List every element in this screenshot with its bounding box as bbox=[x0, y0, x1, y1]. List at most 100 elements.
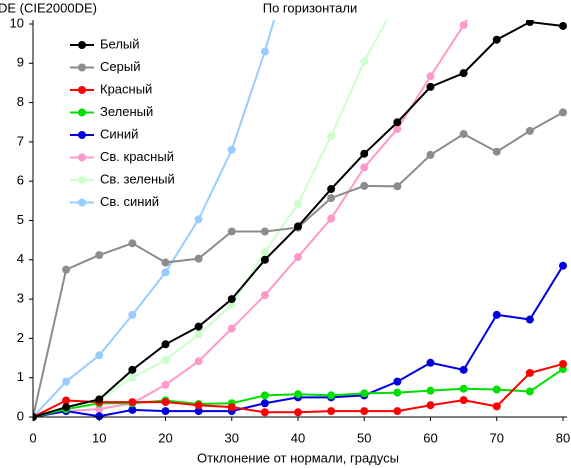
y-tick-label: 3 bbox=[17, 291, 24, 306]
data-point bbox=[426, 386, 435, 395]
data-point bbox=[194, 215, 203, 224]
data-point bbox=[525, 368, 534, 377]
series-line bbox=[33, 20, 388, 418]
data-point bbox=[62, 403, 71, 412]
data-point bbox=[426, 150, 435, 159]
data-point bbox=[128, 398, 137, 407]
data-point bbox=[294, 390, 302, 399]
data-point bbox=[393, 377, 402, 386]
data-point bbox=[459, 384, 468, 393]
data-point bbox=[194, 407, 203, 416]
data-point bbox=[559, 21, 567, 30]
legend-marker bbox=[78, 41, 86, 49]
y-tick-label: 9 bbox=[17, 55, 24, 70]
legend-label: Зеленый bbox=[100, 104, 153, 119]
data-point bbox=[426, 358, 435, 367]
legend-label: Красный bbox=[100, 81, 152, 96]
y-tick-label: 7 bbox=[17, 133, 24, 148]
data-point bbox=[492, 310, 501, 319]
data-point bbox=[227, 324, 236, 333]
data-point bbox=[492, 35, 501, 44]
data-point bbox=[426, 401, 435, 410]
data-point bbox=[128, 405, 137, 414]
data-point bbox=[393, 0, 401, 4]
data-point bbox=[227, 403, 236, 412]
data-point bbox=[360, 181, 369, 190]
data-point bbox=[161, 258, 170, 267]
data-point bbox=[492, 147, 501, 156]
x-tick-label: 70 bbox=[490, 430, 504, 445]
data-point bbox=[95, 351, 104, 360]
legend-marker bbox=[78, 176, 86, 184]
y-tick-label: 5 bbox=[17, 212, 24, 227]
y-tick-label: 10 bbox=[10, 15, 24, 30]
x-axis-label: Отклонение от нормали, градусы bbox=[197, 450, 399, 465]
data-point bbox=[161, 380, 170, 389]
data-point bbox=[260, 391, 269, 400]
data-point bbox=[227, 227, 236, 236]
data-point bbox=[161, 398, 170, 407]
data-point bbox=[128, 239, 137, 248]
x-tick-label: 20 bbox=[158, 430, 172, 445]
chart-title: По горизонтали bbox=[263, 0, 357, 15]
data-point bbox=[393, 118, 402, 127]
data-point bbox=[393, 407, 402, 416]
legend-marker bbox=[78, 198, 86, 207]
data-point bbox=[260, 408, 269, 417]
legend-marker bbox=[78, 153, 86, 162]
x-tick-label: 50 bbox=[357, 430, 371, 445]
data-point bbox=[393, 124, 402, 133]
data-point bbox=[294, 199, 302, 208]
data-point bbox=[327, 391, 336, 400]
data-point bbox=[62, 396, 71, 405]
y-tick-label: 6 bbox=[17, 173, 24, 188]
data-point bbox=[459, 21, 468, 30]
data-point bbox=[559, 261, 567, 270]
data-point bbox=[227, 145, 236, 154]
data-point bbox=[161, 407, 170, 416]
legend: Белый Серый Красный Зеленый Синий Св. красный… bbox=[70, 36, 175, 209]
data-point bbox=[95, 251, 104, 260]
x-tick-label: 60 bbox=[423, 430, 437, 445]
data-point bbox=[128, 373, 137, 382]
data-point bbox=[360, 57, 369, 66]
legend-marker bbox=[78, 108, 86, 117]
data-point bbox=[525, 126, 534, 135]
data-point bbox=[327, 194, 336, 203]
data-point bbox=[459, 396, 468, 405]
y-tick-label: 8 bbox=[17, 94, 24, 109]
data-point bbox=[260, 291, 269, 300]
data-point bbox=[459, 365, 468, 374]
data-point bbox=[161, 340, 170, 349]
legend-marker bbox=[78, 131, 86, 139]
data-point bbox=[194, 330, 203, 339]
data-point bbox=[161, 356, 170, 365]
x-tick-label: 40 bbox=[291, 430, 305, 445]
x-tick-label: 10 bbox=[92, 430, 106, 445]
data-point bbox=[161, 268, 170, 277]
legend-marker bbox=[78, 63, 86, 72]
y-tick-label: 4 bbox=[17, 251, 24, 266]
data-point bbox=[260, 227, 269, 236]
data-point bbox=[426, 82, 435, 91]
plot-area bbox=[33, 0, 567, 421]
y-tick-label: 2 bbox=[17, 330, 24, 345]
legend-label: Св. красный bbox=[100, 149, 174, 164]
data-point bbox=[525, 315, 534, 324]
data-point bbox=[559, 359, 567, 368]
x-tick-label: 0 bbox=[29, 430, 36, 445]
y-axis-label: DE (CIE2000DE) bbox=[0, 0, 97, 15]
data-point bbox=[393, 388, 402, 397]
data-point bbox=[95, 395, 104, 404]
data-point bbox=[426, 72, 435, 81]
data-point bbox=[360, 163, 369, 172]
series-line bbox=[33, 20, 276, 418]
data-point bbox=[360, 407, 369, 416]
data-point bbox=[559, 108, 567, 117]
data-point bbox=[128, 365, 137, 374]
legend-label: Серый bbox=[100, 59, 140, 74]
data-point bbox=[327, 132, 336, 141]
data-point bbox=[260, 255, 269, 264]
y-tick-label: 0 bbox=[17, 408, 24, 423]
